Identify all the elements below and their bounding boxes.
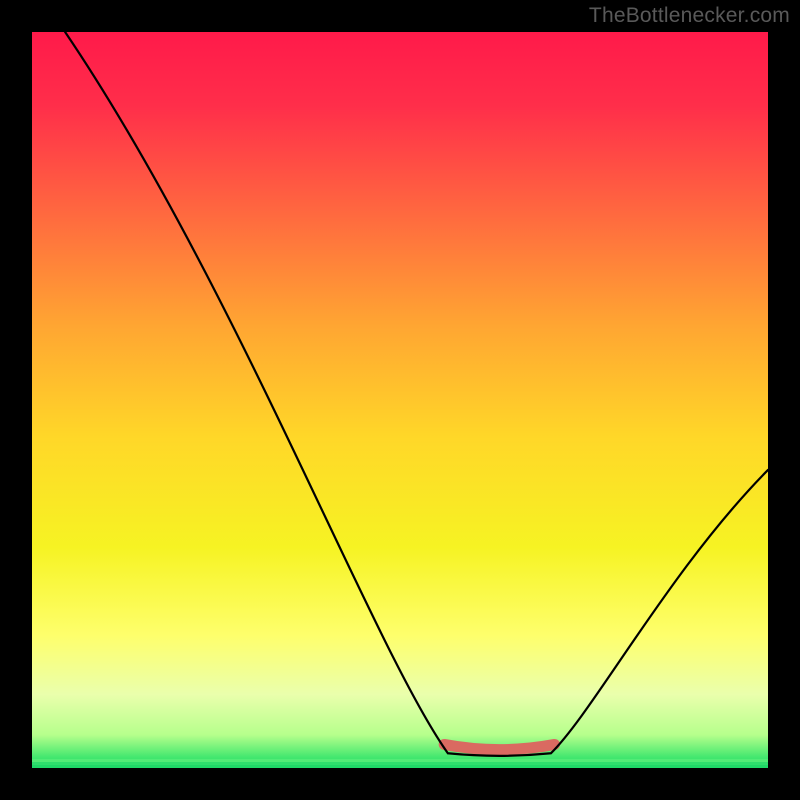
plot-area [32, 32, 768, 768]
plot-background [32, 32, 768, 768]
chart-container: TheBottlenecker.com [0, 0, 800, 800]
bottleneck-curve-chart [0, 0, 800, 800]
bottom-stripes [32, 759, 768, 768]
valley-highlight [444, 744, 554, 749]
watermark-text: TheBottlenecker.com [589, 4, 790, 28]
